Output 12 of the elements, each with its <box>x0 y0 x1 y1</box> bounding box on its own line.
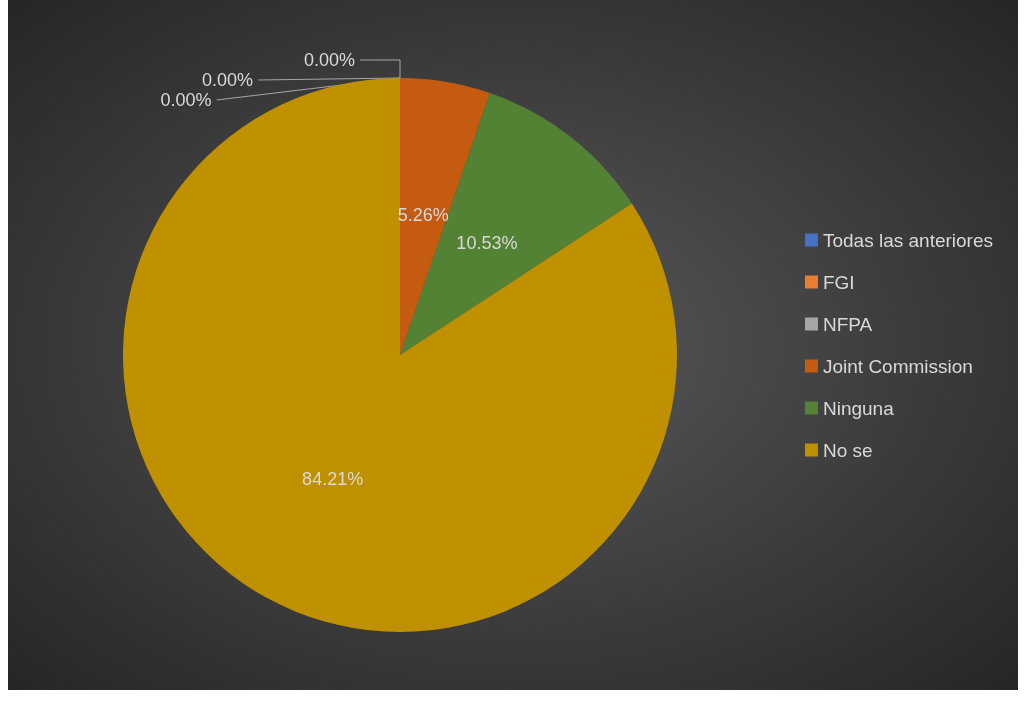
data-label: 10.53% <box>456 233 518 254</box>
text: 0.00% <box>303 50 355 70</box>
legend-label: Ninguna <box>822 397 895 419</box>
legend-label: Joint Commission <box>822 355 973 377</box>
legend-label: FGI <box>822 271 855 293</box>
text: 0.00% <box>202 70 254 90</box>
data-label: 5.26% <box>397 205 449 226</box>
text: 0.00% <box>160 90 212 110</box>
legend-label: Todas las anteriores <box>822 229 994 251</box>
legend-label: No se <box>822 439 873 461</box>
data-label: 84.21% <box>302 469 364 490</box>
legend-label: NFPA <box>822 313 873 335</box>
